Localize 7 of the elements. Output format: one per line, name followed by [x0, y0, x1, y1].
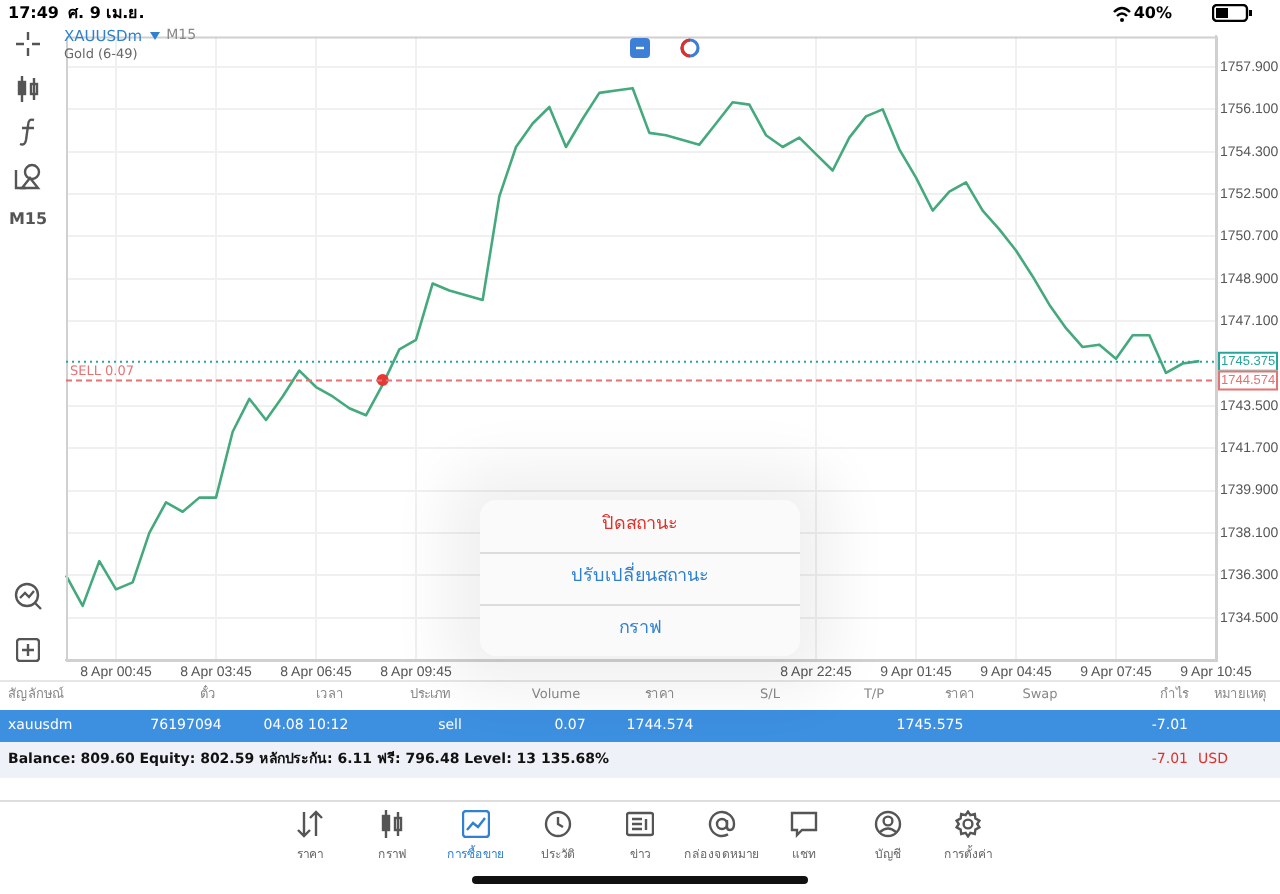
text: 40% — [1133, 4, 1172, 22]
text: 17:49 — [8, 4, 59, 22]
annotation: กราฟ — [619, 619, 661, 639]
text: M15 — [8, 210, 48, 228]
text: ศ. 9 เม.ย. — [68, 4, 145, 22]
annotation: ปรับเปลี่ยนสถานะ — [571, 567, 709, 587]
annotation: ปิดสถานะ — [602, 515, 678, 535]
